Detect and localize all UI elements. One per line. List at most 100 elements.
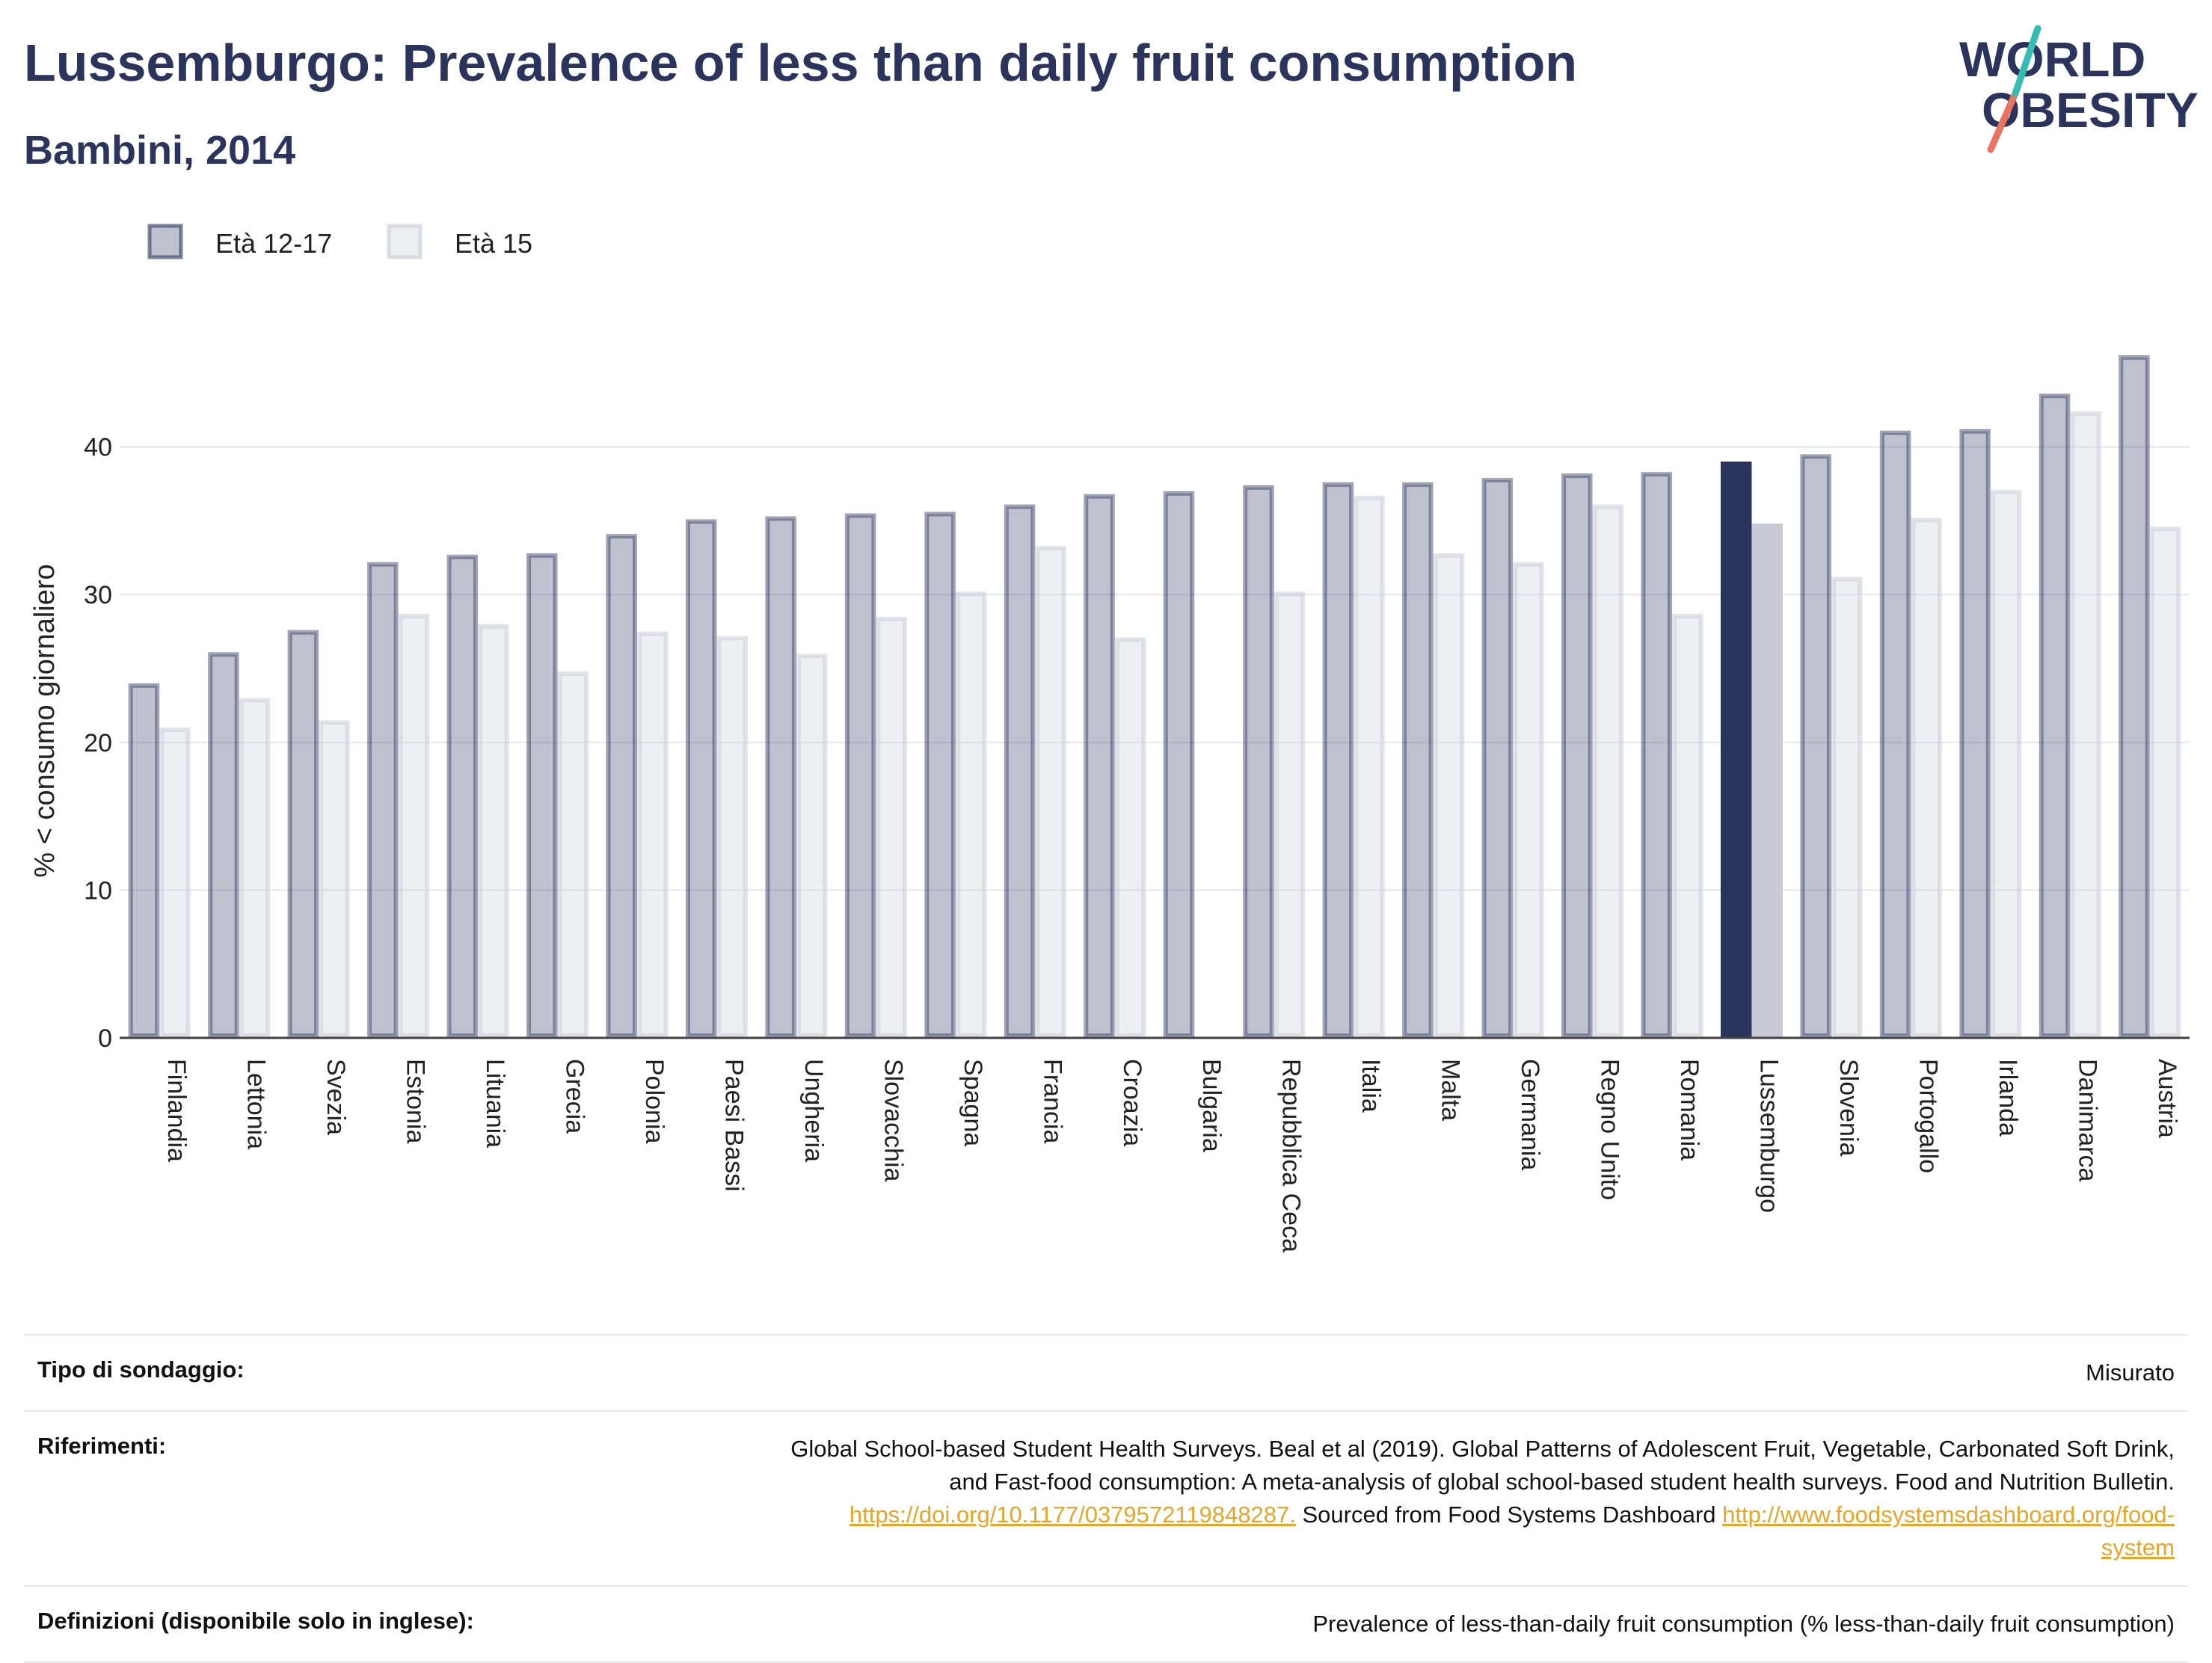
x-tick-label: Romania <box>1675 1059 1703 1161</box>
y-tick-label: 10 <box>84 876 112 905</box>
bar-series-2 <box>239 698 271 1039</box>
bar-series-1 <box>2119 355 2150 1038</box>
bar-series-1 <box>1402 482 1434 1038</box>
bar-series-2 <box>1035 545 1066 1038</box>
x-tick-label: Lituania <box>481 1059 509 1148</box>
bar-series-2 <box>1114 637 1146 1038</box>
dashboard-link[interactable]: http://www.foodsystemsdashboard.org/food… <box>1722 1501 2175 1528</box>
y-axis-title: % < consumo giornaliero <box>29 564 61 877</box>
bar-series-1 <box>526 553 558 1038</box>
survey-type-value: Misurato <box>2086 1359 2175 1386</box>
bar-series-1 <box>1243 485 1274 1038</box>
bar-series-1 <box>685 519 717 1038</box>
legend-label: Età 12-17 <box>215 228 332 259</box>
definitions-row: Definizioni (disponibile solo in inglese… <box>24 1585 2188 1663</box>
x-tick-label: Irlanda <box>1994 1059 2022 1137</box>
x-tick-label: Paesi Bassi <box>719 1059 748 1192</box>
bar-series-2 <box>1433 553 1465 1038</box>
bar-series-2 <box>1831 577 1863 1038</box>
bar-series-2 <box>955 591 987 1038</box>
bar-series-1 <box>1322 482 1354 1038</box>
bar-series-1 <box>1084 494 1115 1038</box>
x-tick-label: Germania <box>1516 1059 1544 1170</box>
references-value: Global School-based Student Health Surve… <box>790 1433 2175 1564</box>
legend-swatch <box>147 224 183 259</box>
bar-series-1 <box>2039 393 2071 1038</box>
x-tick-label: Bulgaria <box>1197 1059 1226 1152</box>
bar-series-2 <box>796 654 828 1038</box>
bar-series-2 <box>478 624 509 1038</box>
bar-series-1 <box>1481 478 1514 1038</box>
x-tick-label: Malta <box>1437 1059 1465 1121</box>
page-title: Lussemburgo: Prevalence of less than dai… <box>24 34 1578 92</box>
bar-series-1 <box>924 511 956 1038</box>
x-tick-label: Italia <box>1357 1059 1385 1113</box>
bar-series-2 <box>637 631 669 1038</box>
y-tick-label: 20 <box>84 729 112 757</box>
bar-series-1 <box>1879 430 1911 1038</box>
definitions-label: Definizioni (disponibile solo in inglese… <box>37 1608 474 1634</box>
world-obesity-logo: WORLD OBESITY <box>1959 25 2199 153</box>
x-tick-label: Repubblica Ceca <box>1277 1059 1306 1252</box>
bar-series-1 <box>367 562 399 1038</box>
bar-series-2 <box>1751 523 1783 1038</box>
bar-series-2 <box>1513 562 1544 1038</box>
bar-series-2 <box>2070 411 2101 1038</box>
x-tick-label: Danimarca <box>2073 1059 2101 1181</box>
bar-series-1 <box>1004 504 1036 1038</box>
x-tick-label: Austria <box>2153 1059 2181 1138</box>
bar-series-1 <box>1163 491 1195 1038</box>
logo-line1: WORLD <box>1959 31 2145 87</box>
doi-link[interactable]: https://doi.org/10.1177/0379572119848287… <box>849 1501 1296 1528</box>
bar-series-2 <box>1672 613 1703 1038</box>
page-subtitle: Bambini, 2014 <box>24 128 296 173</box>
bar-series-2 <box>1274 591 1306 1038</box>
x-tick-label: Lettonia <box>242 1059 271 1149</box>
references-text-2: and Fast-food consumption: A meta-analys… <box>949 1469 2175 1495</box>
bar-series-2 <box>716 636 748 1038</box>
bar-series-1 <box>844 513 876 1038</box>
references-text-1: Global School-based Student Health Surve… <box>790 1436 2175 1462</box>
bar-series-1 <box>128 683 160 1038</box>
metadata-table: Tipo di sondaggio: Misurato Riferimenti:… <box>24 1334 2188 1663</box>
bar-series-1 <box>287 630 319 1038</box>
y-tick-label: 40 <box>84 434 112 462</box>
x-tick-label: Polonia <box>640 1059 669 1144</box>
x-tick-label: Lussemburgo <box>1754 1059 1783 1213</box>
x-tick-label: Svezia <box>322 1059 350 1135</box>
bar-series-2 <box>876 616 907 1038</box>
bar-series-2 <box>159 728 191 1038</box>
logo-slash-teal <box>2012 25 2042 97</box>
bar-series-1 <box>765 516 796 1038</box>
bar-series-2 <box>398 613 430 1038</box>
bar-series-2 <box>2149 526 2181 1038</box>
bar-series-1 <box>446 554 479 1038</box>
dashboard-link-continued[interactable]: system <box>2101 1534 2175 1561</box>
references-row: Riferimenti: Global School-based Student… <box>24 1410 2188 1585</box>
bar-series-1 <box>1641 472 1672 1038</box>
bar-series-1 <box>1959 428 1991 1038</box>
x-tick-label: Croazia <box>1118 1059 1146 1146</box>
bar-series-2 <box>1990 489 2022 1038</box>
x-tick-label: Finlandia <box>162 1059 191 1162</box>
bar-series-1 <box>1800 454 1831 1038</box>
bar-series-1 <box>1561 473 1593 1038</box>
x-tick-label: Portogallo <box>1914 1059 1942 1173</box>
x-tick-label: Ungheria <box>799 1059 828 1162</box>
bar-chart: Età 12-17 Età 15 0 10 20 30 40 % < consumo gior… <box>29 224 2190 1252</box>
legend-swatch <box>387 224 423 259</box>
survey-type-row: Tipo di sondaggio: Misurato <box>24 1334 2188 1410</box>
y-tick-label: 30 <box>84 581 112 609</box>
x-tick-label: Estonia <box>402 1059 430 1143</box>
references-label: Riferimenti: <box>37 1433 167 1459</box>
bar-series-2 <box>319 720 350 1038</box>
bar-series-2 <box>1354 495 1385 1038</box>
legend-label: Età 15 <box>455 228 532 259</box>
references-text-3: Sourced from Food Systems Dashboard <box>1295 1501 1723 1528</box>
x-tick-label: Regno Unito <box>1596 1059 1624 1200</box>
x-tick-label: Slovenia <box>1834 1059 1863 1157</box>
x-tick-label: Spagna <box>959 1059 987 1146</box>
bar-series-2 <box>1911 517 1942 1038</box>
bar-series-1 <box>606 534 637 1038</box>
bar-series-1 <box>1720 461 1752 1038</box>
